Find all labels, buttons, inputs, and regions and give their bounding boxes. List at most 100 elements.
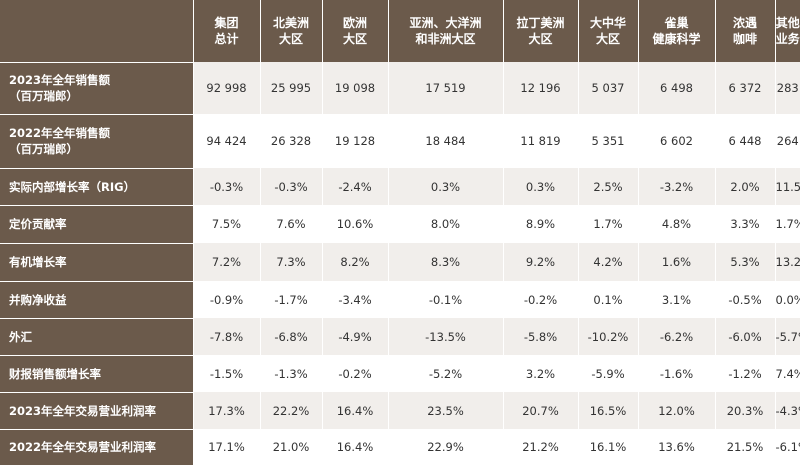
- header-latin-america: 拉丁美洲 大区: [502, 0, 578, 62]
- table-cell: -0.1%: [387, 281, 503, 318]
- table-cell: 92 998: [192, 62, 260, 114]
- table-cell: 11.5%: [774, 168, 800, 205]
- table-row: 实际内部增长率（RIG） -0.3% -0.3% -2.4% 0.3% 0.3%…: [0, 167, 800, 205]
- table-cell: 7.6%: [259, 205, 322, 243]
- table-row: 2023年全年交易营业利润率 17.3% 22.2% 16.4% 23.5% 2…: [0, 391, 800, 429]
- table-cell: 10.6%: [321, 205, 388, 243]
- table-cell: 21.0%: [259, 429, 322, 465]
- table-cell: 7.2%: [192, 243, 260, 281]
- table-cell: 21.5%: [714, 429, 775, 465]
- table-cell: 2.5%: [577, 168, 638, 205]
- table-row: 财报销售额增长率 -1.5% -1.3% -0.2% -5.2% 3.2% -5…: [0, 354, 800, 392]
- table-cell: -3.4%: [321, 281, 388, 318]
- table-cell: 3.2%: [502, 355, 578, 392]
- table-cell: -1.5%: [192, 355, 260, 392]
- table-cell: -0.2%: [321, 355, 388, 392]
- table-cell: 20.7%: [502, 392, 578, 429]
- table-row: 定价贡献率 7.5% 7.6% 10.6% 8.0% 8.9% 1.7% 4.8…: [0, 204, 800, 243]
- table-cell: -6.8%: [259, 318, 322, 355]
- table-cell: 1.7%: [774, 205, 800, 243]
- table-cell: 23.5%: [387, 392, 503, 429]
- table-cell: -4.3%: [774, 392, 800, 429]
- table-cell: 19 098: [321, 62, 388, 114]
- table-cell: 7.3%: [259, 243, 322, 281]
- row-label: 并购净收益: [0, 280, 193, 318]
- table-cell: 9.2%: [502, 243, 578, 281]
- row-label: 财报销售额增长率: [0, 354, 193, 392]
- table-cell: 12.0%: [637, 392, 715, 429]
- table-cell: 13.2%: [774, 243, 800, 281]
- table-cell: 13.6%: [637, 429, 715, 465]
- table-cell: 18 484: [387, 114, 503, 168]
- table-cell: 6 372: [714, 62, 775, 114]
- row-label: 2023年全年销售额 （百万瑞郎）: [0, 61, 193, 114]
- header-health-science: 雀巢 健康科学: [637, 0, 715, 62]
- table-cell: -7.8%: [192, 318, 260, 355]
- header-asia-oceania-africa: 亚洲、大洋洲 和非洲大区: [387, 0, 503, 62]
- row-label: 实际内部增长率（RIG）: [0, 167, 193, 205]
- row-label: 2023年全年交易营业利润率: [0, 391, 193, 429]
- header-north-america: 北美洲 大区: [259, 0, 322, 62]
- table-cell: -0.3%: [259, 168, 322, 205]
- table-cell: 12 196: [502, 62, 578, 114]
- table-cell: 8.3%: [387, 243, 503, 281]
- header-corner: [0, 0, 193, 62]
- table-cell: -6.1%: [774, 429, 800, 465]
- table-cell: 0.3%: [387, 168, 503, 205]
- table-cell: 2.0%: [714, 168, 775, 205]
- table-row: 2022年全年交易营业利润率 17.1% 21.0% 16.4% 22.9% 2…: [0, 428, 800, 465]
- table-cell: 5.3%: [714, 243, 775, 281]
- header-other-business: 其他 业务: [774, 0, 800, 62]
- table-cell: -0.9%: [192, 281, 260, 318]
- table-cell: 16.5%: [577, 392, 638, 429]
- table-cell: 16.4%: [321, 429, 388, 465]
- table-cell: -5.7%: [774, 318, 800, 355]
- table-cell: -1.3%: [259, 355, 322, 392]
- table-cell: 7.4%: [774, 355, 800, 392]
- table-cell: -1.7%: [259, 281, 322, 318]
- table-cell: 94 424: [192, 114, 260, 168]
- table-row: 并购净收益 -0.9% -1.7% -3.4% -0.1% -0.2% 0.1%…: [0, 280, 800, 318]
- table-cell: 17.3%: [192, 392, 260, 429]
- table-cell: 4.2%: [577, 243, 638, 281]
- table-row: 2023年全年销售额 （百万瑞郎） 92 998 25 995 19 098 1…: [0, 61, 800, 114]
- table-cell: 19 128: [321, 114, 388, 168]
- table-cell: 17 519: [387, 62, 503, 114]
- header-row: 集团 总计 北美洲 大区 欧洲 大区 亚洲、大洋洲 和非洲大区 拉丁美洲 大区 …: [0, 0, 800, 62]
- table-cell: 20.3%: [714, 392, 775, 429]
- header-group-total: 集团 总计: [192, 0, 260, 62]
- table-cell: 5 351: [577, 114, 638, 168]
- table-cell: 11 819: [502, 114, 578, 168]
- table-cell: 0.0%: [774, 281, 800, 318]
- table-cell: 8.2%: [321, 243, 388, 281]
- table-cell: 6 448: [714, 114, 775, 168]
- table-cell: -6.2%: [637, 318, 715, 355]
- table-cell: 6 498: [637, 62, 715, 114]
- table-cell: -0.3%: [192, 168, 260, 205]
- header-greater-china: 大中华 大区: [577, 0, 638, 62]
- table-cell: 0.1%: [577, 281, 638, 318]
- row-label: 外汇: [0, 317, 193, 355]
- table-cell: 22.9%: [387, 429, 503, 465]
- table-cell: 22.2%: [259, 392, 322, 429]
- table-cell: 0.3%: [502, 168, 578, 205]
- row-label: 2022年全年销售额 （百万瑞郎）: [0, 113, 193, 168]
- row-label: 有机增长率: [0, 242, 193, 281]
- table-cell: -5.2%: [387, 355, 503, 392]
- table-cell: -3.2%: [637, 168, 715, 205]
- table-row: 2022年全年销售额 （百万瑞郎） 94 424 26 328 19 128 1…: [0, 113, 800, 168]
- table-cell: 3.3%: [714, 205, 775, 243]
- table-cell: -1.2%: [714, 355, 775, 392]
- table-cell: -0.5%: [714, 281, 775, 318]
- table-cell: -4.9%: [321, 318, 388, 355]
- table-cell: -6.0%: [714, 318, 775, 355]
- table-cell: 25 995: [259, 62, 322, 114]
- table-cell: 21.2%: [502, 429, 578, 465]
- table-cell: 4.8%: [637, 205, 715, 243]
- table-cell: 283: [774, 62, 800, 114]
- row-label: 定价贡献率: [0, 204, 193, 243]
- table-cell: 7.5%: [192, 205, 260, 243]
- table-cell: -5.9%: [577, 355, 638, 392]
- table-row: 外汇 -7.8% -6.8% -4.9% -13.5% -5.8% -10.2%…: [0, 317, 800, 355]
- header-europe: 欧洲 大区: [321, 0, 388, 62]
